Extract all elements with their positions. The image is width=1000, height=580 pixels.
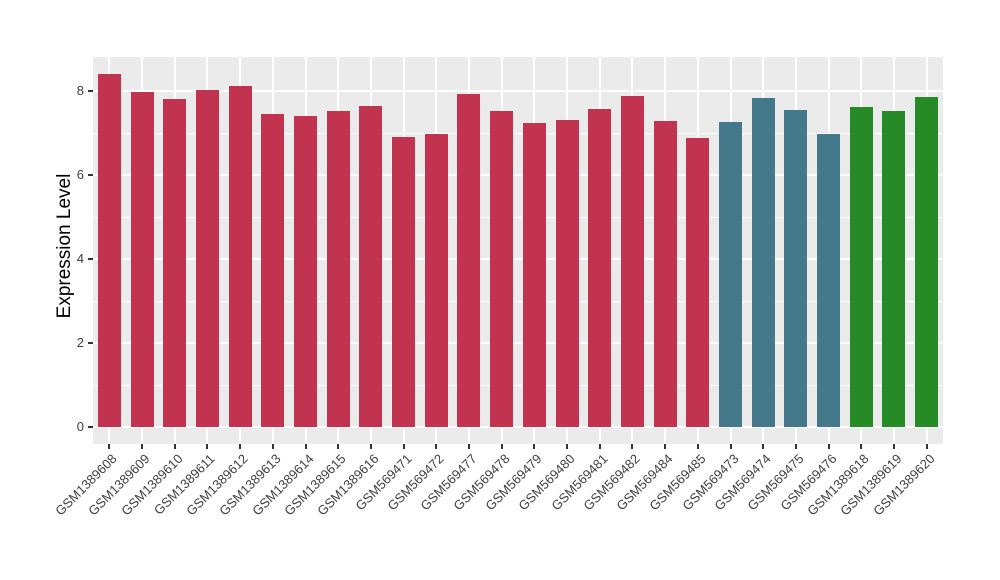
gridline-minor-y3 [93,301,943,302]
x-tick-GSM1389616 [370,444,372,449]
bar-GSM1389609 [131,92,154,427]
bar-GSM1389608 [98,74,121,427]
bar-GSM1389615 [327,111,350,427]
bar-GSM569476 [817,134,840,427]
x-tick-GSM1389618 [860,444,862,449]
bar-GSM569474 [752,98,775,427]
bar-GSM569482 [621,96,644,427]
bar-GSM1389614 [294,116,317,427]
gridline-major-y8 [93,90,943,92]
x-tick-GSM569482 [631,444,633,449]
y-tick-0 [88,426,93,428]
bar-GSM1389620 [915,97,938,427]
x-tick-GSM569473 [730,444,732,449]
gridline-major-y2 [93,342,943,344]
x-tick-GSM569472 [435,444,437,449]
y-tick-4 [88,258,93,260]
y-tick-label-2: 2 [76,335,84,350]
bar-GSM569471 [392,137,415,427]
x-tick-GSM569480 [566,444,568,449]
x-tick-GSM569471 [403,444,405,449]
bar-GSM569479 [523,123,546,427]
x-tick-GSM569474 [762,444,764,449]
bar-GSM569481 [588,109,611,427]
x-tick-GSM1389612 [239,444,241,449]
bar-GSM569484 [654,121,677,427]
x-tick-GSM1389610 [174,444,176,449]
y-tick-8 [88,90,93,92]
bar-GSM569485 [686,138,709,427]
y-tick-2 [88,342,93,344]
gridline-minor-y7 [93,133,943,134]
x-tick-GSM1389620 [926,444,928,449]
x-tick-GSM1389608 [108,444,110,449]
bar-GSM569480 [556,120,579,427]
x-tick-GSM1389611 [206,444,208,449]
bar-GSM1389611 [196,90,219,427]
x-tick-GSM1389619 [893,444,895,449]
gridline-major-y0 [93,426,943,428]
y-tick-label-8: 8 [76,83,84,98]
y-tick-label-6: 6 [76,167,84,182]
x-tick-GSM1389614 [305,444,307,449]
x-tick-GSM569485 [697,444,699,449]
gridline-minor-y1 [93,385,943,386]
y-tick-label-0: 0 [76,419,84,434]
x-tick-GSM1389609 [141,444,143,449]
x-tick-GSM1389615 [337,444,339,449]
y-tick-label-4: 4 [76,251,84,266]
bar-GSM1389619 [882,111,905,427]
bar-GSM1389610 [163,99,186,427]
bar-GSM1389616 [359,106,382,427]
x-tick-GSM569481 [599,444,601,449]
x-tick-GSM569476 [828,444,830,449]
bar-GSM569472 [425,134,448,427]
y-axis-title: Expression Level [54,173,75,319]
x-tick-GSM569475 [795,444,797,449]
bar-GSM1389612 [229,86,252,427]
gridline-minor-y5 [93,217,943,218]
bar-GSM1389618 [850,107,873,427]
bar-GSM569475 [784,110,807,427]
x-tick-GSM569478 [501,444,503,449]
bar-GSM1389613 [261,114,284,427]
bar-GSM569477 [457,94,480,427]
x-tick-GSM1389613 [272,444,274,449]
plot-panel [93,57,943,444]
y-tick-6 [88,174,93,176]
bar-GSM569478 [490,111,513,427]
gridline-major-y6 [93,174,943,176]
x-tick-GSM569477 [468,444,470,449]
x-tick-GSM569484 [664,444,666,449]
x-tick-GSM569479 [533,444,535,449]
bar-GSM569473 [719,122,742,427]
gridline-major-y4 [93,258,943,260]
